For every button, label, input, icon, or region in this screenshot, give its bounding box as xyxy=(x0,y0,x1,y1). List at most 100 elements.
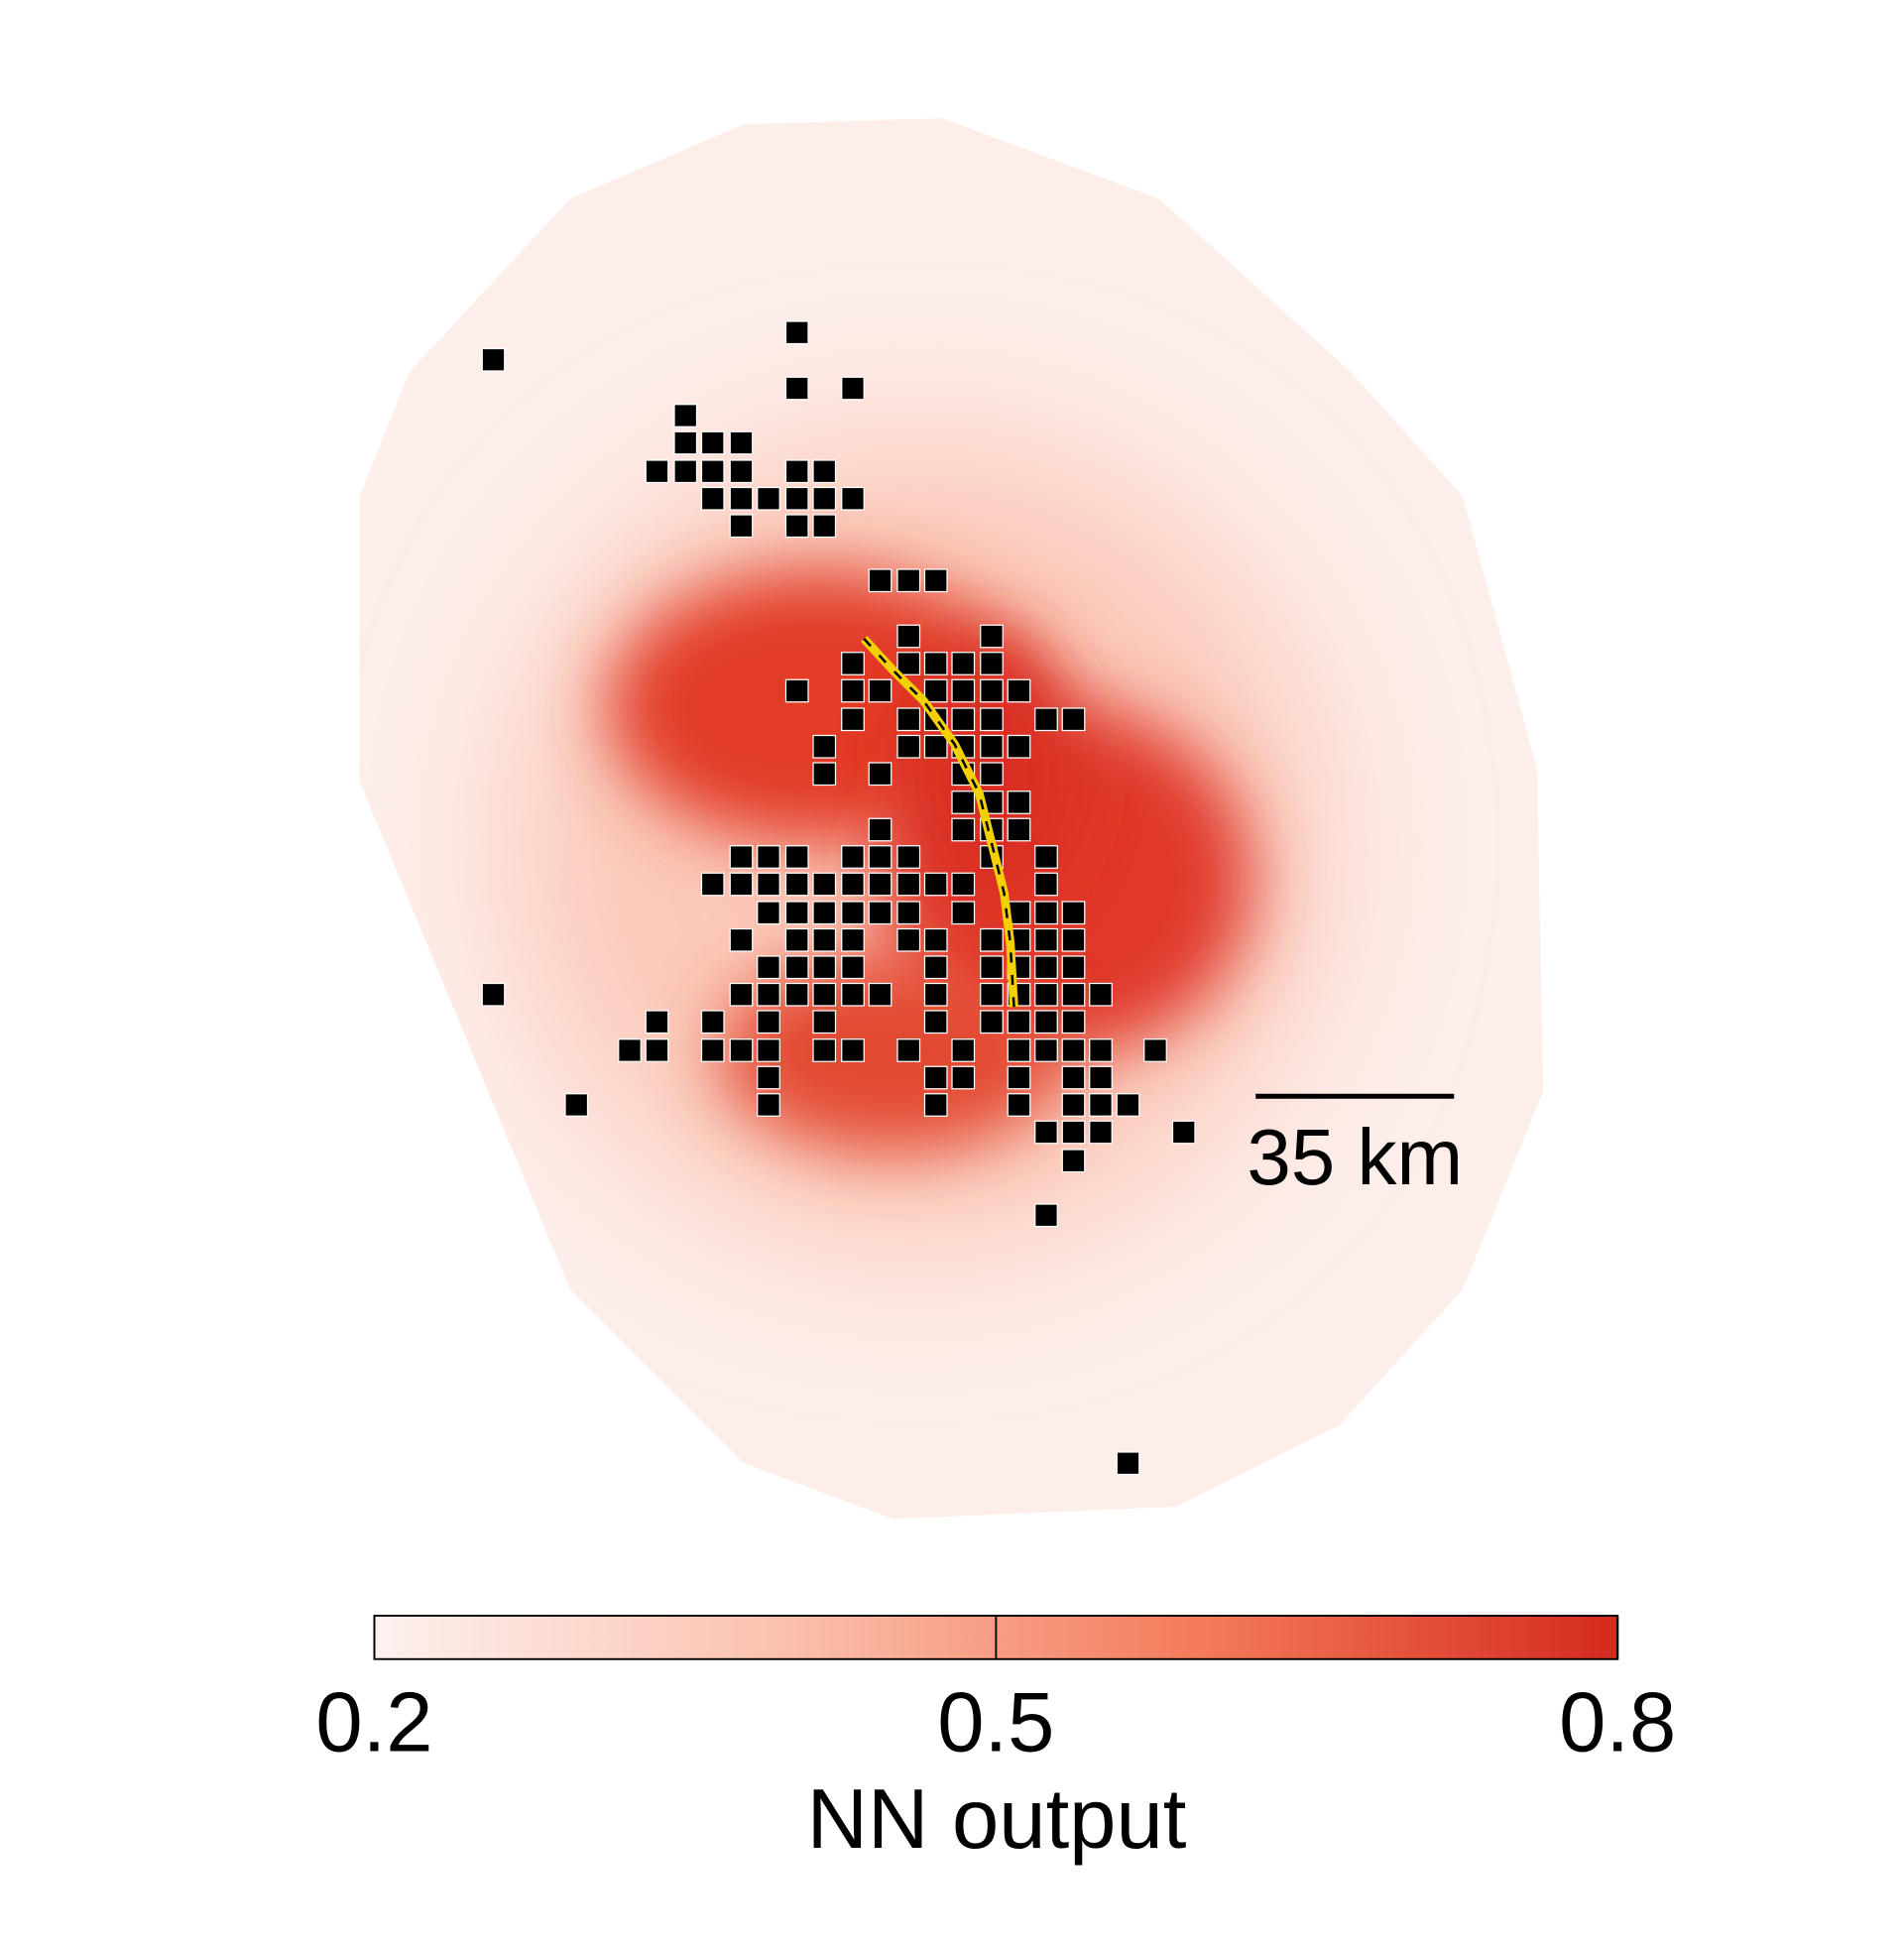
station xyxy=(729,872,754,897)
station xyxy=(841,652,865,675)
station xyxy=(951,1065,976,1090)
station xyxy=(896,624,921,649)
station xyxy=(951,1038,976,1062)
station xyxy=(618,1038,642,1062)
station xyxy=(951,872,976,897)
station xyxy=(841,901,865,925)
station xyxy=(1061,1120,1086,1145)
station xyxy=(812,486,837,511)
station xyxy=(645,1010,669,1034)
station xyxy=(812,982,837,1007)
station xyxy=(1089,982,1113,1007)
station xyxy=(1061,1065,1086,1090)
station xyxy=(1034,707,1058,732)
station xyxy=(757,955,780,980)
station xyxy=(757,1065,780,1090)
station xyxy=(812,1038,837,1062)
station xyxy=(980,762,1004,787)
station xyxy=(1143,1038,1167,1062)
station xyxy=(923,652,948,675)
colorbar-label: NN output xyxy=(807,1772,1187,1867)
station xyxy=(784,459,809,484)
station xyxy=(841,845,865,869)
station xyxy=(841,955,865,980)
station xyxy=(896,568,921,593)
station xyxy=(812,762,837,787)
fault-line xyxy=(861,636,1018,1008)
station xyxy=(1061,1093,1086,1117)
station xyxy=(700,872,725,897)
station xyxy=(896,1038,921,1062)
station xyxy=(896,872,921,897)
colorbar-tick-label: 0.5 xyxy=(937,1675,1054,1769)
station xyxy=(1061,955,1086,980)
station xyxy=(1089,1120,1113,1145)
station xyxy=(784,845,809,869)
station xyxy=(1089,1038,1113,1062)
station xyxy=(923,1065,948,1090)
station xyxy=(812,459,837,484)
station xyxy=(784,872,809,897)
station xyxy=(784,376,809,401)
station xyxy=(896,707,921,732)
station xyxy=(923,927,948,952)
station xyxy=(481,347,506,372)
station xyxy=(700,430,725,455)
station xyxy=(729,459,754,484)
station xyxy=(868,817,892,842)
station xyxy=(980,927,1004,952)
station xyxy=(868,678,892,703)
station xyxy=(729,486,754,511)
station xyxy=(784,901,809,925)
station xyxy=(1089,1065,1113,1090)
station xyxy=(700,486,725,511)
station xyxy=(896,901,921,925)
station xyxy=(757,982,780,1007)
station xyxy=(812,872,837,897)
station xyxy=(896,652,921,675)
station xyxy=(757,486,780,511)
station xyxy=(1061,1010,1086,1034)
station xyxy=(729,1038,754,1062)
station xyxy=(784,678,809,703)
station xyxy=(841,376,865,401)
station xyxy=(729,430,754,455)
station xyxy=(784,514,809,539)
station xyxy=(812,927,837,952)
station xyxy=(1116,1451,1140,1476)
station xyxy=(481,982,506,1007)
station xyxy=(980,955,1004,980)
station xyxy=(896,734,921,759)
station xyxy=(951,678,976,703)
station xyxy=(868,762,892,787)
fault-trace xyxy=(861,636,1018,1008)
station xyxy=(868,872,892,897)
station xyxy=(923,955,948,980)
station xyxy=(1007,791,1031,814)
station xyxy=(841,707,865,732)
station xyxy=(1007,1093,1031,1117)
station xyxy=(812,955,837,980)
station xyxy=(841,1038,865,1062)
station xyxy=(980,1010,1004,1034)
station xyxy=(951,652,976,675)
station xyxy=(951,707,976,732)
station xyxy=(784,927,809,952)
station xyxy=(1061,707,1086,732)
station xyxy=(729,845,754,869)
station xyxy=(700,1010,725,1034)
station xyxy=(645,1038,669,1062)
station xyxy=(1007,678,1031,703)
station xyxy=(1007,1065,1031,1090)
station xyxy=(757,901,780,925)
station xyxy=(784,982,809,1007)
station xyxy=(564,1093,589,1117)
station xyxy=(1061,1038,1086,1062)
station xyxy=(923,734,948,759)
station xyxy=(1007,817,1031,842)
station xyxy=(1034,872,1058,897)
station xyxy=(757,872,780,897)
station xyxy=(951,901,976,925)
station xyxy=(700,1038,725,1062)
station xyxy=(812,1010,837,1034)
